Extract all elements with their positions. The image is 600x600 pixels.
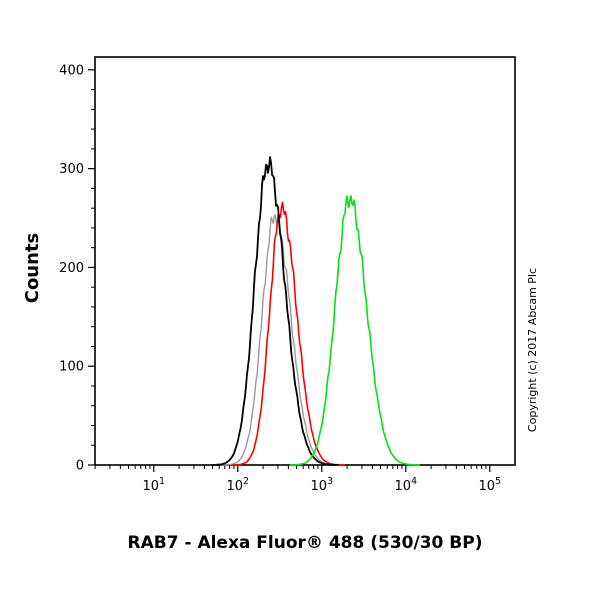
x-axis-title: RAB7 - Alexa Fluor® 488 (530/30 BP) bbox=[128, 533, 483, 553]
svg-text:100: 100 bbox=[59, 360, 84, 375]
series-curves bbox=[211, 156, 421, 466]
svg-text:0: 0 bbox=[76, 459, 84, 474]
y-axis: 0 100 200 300 400 bbox=[59, 63, 95, 474]
svg-text:400: 400 bbox=[59, 63, 84, 78]
plot-area bbox=[94, 56, 516, 466]
curve-control-red bbox=[232, 201, 346, 466]
svg-text:102: 102 bbox=[227, 476, 250, 494]
curve-rab7-alexa488-green bbox=[289, 195, 421, 466]
curve-control-black bbox=[211, 156, 339, 466]
svg-text:300: 300 bbox=[59, 162, 84, 177]
copyright-note: Copyright (c) 2017 Abcam Plc bbox=[526, 268, 539, 432]
y-axis-label: Counts bbox=[22, 233, 43, 304]
svg-text:103: 103 bbox=[311, 476, 334, 494]
svg-text:200: 200 bbox=[59, 261, 84, 276]
svg-text:104: 104 bbox=[395, 476, 418, 494]
svg-text:105: 105 bbox=[479, 476, 502, 494]
x-axis: 101 102 103 104 105 bbox=[94, 465, 502, 494]
svg-text:101: 101 bbox=[143, 476, 166, 494]
